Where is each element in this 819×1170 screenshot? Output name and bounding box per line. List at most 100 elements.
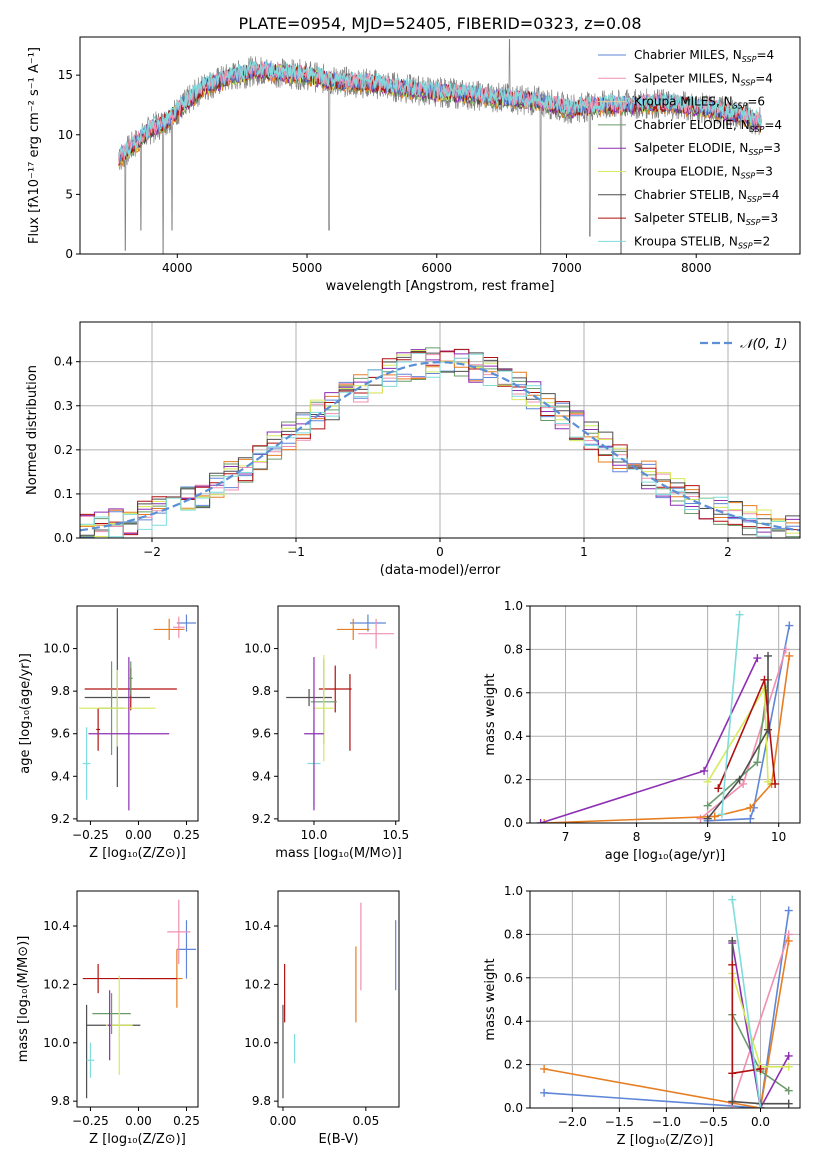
data-point <box>785 651 794 660</box>
data-point <box>760 675 769 684</box>
legend-label: Salpeter ELODIE, NSSP=3 <box>634 141 781 157</box>
spectrum-lines <box>118 39 762 254</box>
x-axis-label: Z [log₁₀(Z/Z⊙)] <box>617 1133 714 1148</box>
data-point <box>714 784 723 793</box>
data-point <box>781 645 790 654</box>
data-point <box>536 819 545 823</box>
legend-label: Salpeter STELIB, NSSP=3 <box>634 211 778 227</box>
y-tick-label: 9.2 <box>51 812 70 826</box>
x-tick-label: −2.0 <box>558 1115 587 1129</box>
x-tick-label: 10.5 <box>382 828 409 842</box>
spectrum-frame <box>79 36 801 255</box>
x-tick-label: −1 <box>287 545 305 559</box>
x-tick-label: 7 <box>562 830 570 844</box>
series-line <box>543 940 790 1108</box>
data-point <box>746 803 755 812</box>
y-tick-label: 0.8 <box>504 927 523 941</box>
hist-step-salpeter-stelib <box>80 348 800 538</box>
histogram-axes: −2 −1 0 1 2 0.0 0.1 0.2 0.3 0.4 (data-model)/error… <box>25 322 800 578</box>
y-tick-label: 0.4 <box>54 355 73 369</box>
x-tick-label: 9 <box>704 830 712 844</box>
data-point <box>728 1069 737 1078</box>
x-tick-label: 0.25 <box>173 828 200 842</box>
y-tick-label: 0.8 <box>504 642 523 656</box>
x-tick-label: −0.25 <box>72 828 109 842</box>
y-tick-label: 9.8 <box>252 684 271 698</box>
age-z-errorbars <box>78 608 197 811</box>
y-tick-label: 5 <box>65 187 73 201</box>
x-tick-label: 7000 <box>551 261 582 275</box>
hist-step-salpeter-miles <box>80 350 800 538</box>
y-tick-label: 0.6 <box>504 971 523 985</box>
legend-label: Salpeter MILES, NSSP=4 <box>634 71 773 87</box>
x-tick-label: −0.25 <box>72 1114 109 1128</box>
y-tick-label: 0 <box>65 247 73 261</box>
data-point <box>764 725 773 734</box>
y-tick-label: 0.0 <box>504 816 523 830</box>
mw-age-lines <box>536 610 794 823</box>
mass-z-frame <box>76 890 199 1108</box>
x-axis-label: wavelength [Angstrom, rest frame] <box>326 279 555 294</box>
y-tick-label: 1.0 <box>504 884 523 898</box>
mw-age-frame <box>529 605 801 824</box>
age-mass-errorbars <box>286 614 395 811</box>
histogram-legend: 𝒩(0, 1) <box>700 337 787 352</box>
x-tick-label: −2 <box>143 545 161 559</box>
y-tick-label: 15 <box>58 68 73 82</box>
y-axis-label: age [log₁₀(age/yr)] <box>18 653 33 774</box>
y-tick-label: 0.4 <box>504 1014 523 1028</box>
x-tick-label: −1.5 <box>605 1115 634 1129</box>
data-point <box>710 812 719 821</box>
y-tick-label: 9.6 <box>51 727 70 741</box>
mw-age-axes: 7 8 9 10 0.0 0.2 0.4 0.6 0.8 1.0 age [log₁₀(age/yr… <box>483 599 800 863</box>
x-tick-label: 0.00 <box>270 1114 297 1128</box>
data-point <box>703 801 712 810</box>
legend-label: Kroupa STELIB, NSSP=2 <box>634 234 770 250</box>
data-point <box>784 1086 793 1095</box>
normal-curve <box>80 360 800 532</box>
data-point <box>696 814 705 823</box>
data-point <box>703 814 712 823</box>
mass-ebv-frame <box>277 890 400 1108</box>
y-tick-label: 10 <box>58 128 73 142</box>
y-tick-label: 0.2 <box>54 443 73 457</box>
y-tick-label: 9.4 <box>252 769 271 783</box>
data-point <box>784 1062 793 1071</box>
mw-z-frame <box>529 890 801 1109</box>
histogram-steps <box>80 347 800 538</box>
spectrum-legend: Chabrier MILES, NSSP=4 Salpeter MILES, NS… <box>598 48 782 250</box>
y-axis-label: mass [log₁₀(M/M⊙)] <box>16 936 31 1063</box>
series-line <box>731 934 790 1104</box>
x-tick-label: 5000 <box>292 261 323 275</box>
age-mass-axes: 10.0 10.5 9.2 9.4 9.6 9.8 10.0 mass [log₁₀(M/M⊙… <box>244 642 409 861</box>
series-line <box>544 910 790 1108</box>
data-point <box>784 1051 793 1060</box>
data-point <box>753 758 762 767</box>
series-line <box>706 655 769 820</box>
histogram-frame <box>79 321 801 539</box>
x-tick-label: 6000 <box>421 261 452 275</box>
series-line <box>707 625 791 822</box>
x-tick-label: 0.00 <box>125 828 152 842</box>
y-axis-label: mass weight <box>483 673 498 755</box>
x-tick-label: 4000 <box>162 261 193 275</box>
data-point <box>739 779 748 788</box>
spectrum-axes: 4000 5000 6000 7000 8000 0 5 10 15 wavelength [An… <box>27 47 711 294</box>
data-point <box>784 906 793 915</box>
data-point <box>728 1097 737 1106</box>
data-point <box>717 810 726 819</box>
x-axis-label: age [log₁₀(age/yr)] <box>605 848 726 863</box>
x-axis-label: mass [log₁₀(M/M⊙)] <box>275 846 402 861</box>
y-tick-label: 0.3 <box>54 399 73 413</box>
data-point <box>753 654 762 663</box>
data-point <box>700 766 709 775</box>
series-line <box>544 655 791 823</box>
y-tick-label: 9.8 <box>252 1094 271 1108</box>
y-tick-label: 0.0 <box>54 531 73 545</box>
model-line-kroupa-stelib <box>118 60 762 157</box>
legend-label: Chabrier ELODIE, NSSP=4 <box>634 118 782 134</box>
data-point <box>703 777 712 786</box>
y-axis-label: mass weight <box>483 958 498 1040</box>
mass-ebv-errorbars <box>282 902 397 1099</box>
legend-label: 𝒩(0, 1) <box>740 337 787 352</box>
